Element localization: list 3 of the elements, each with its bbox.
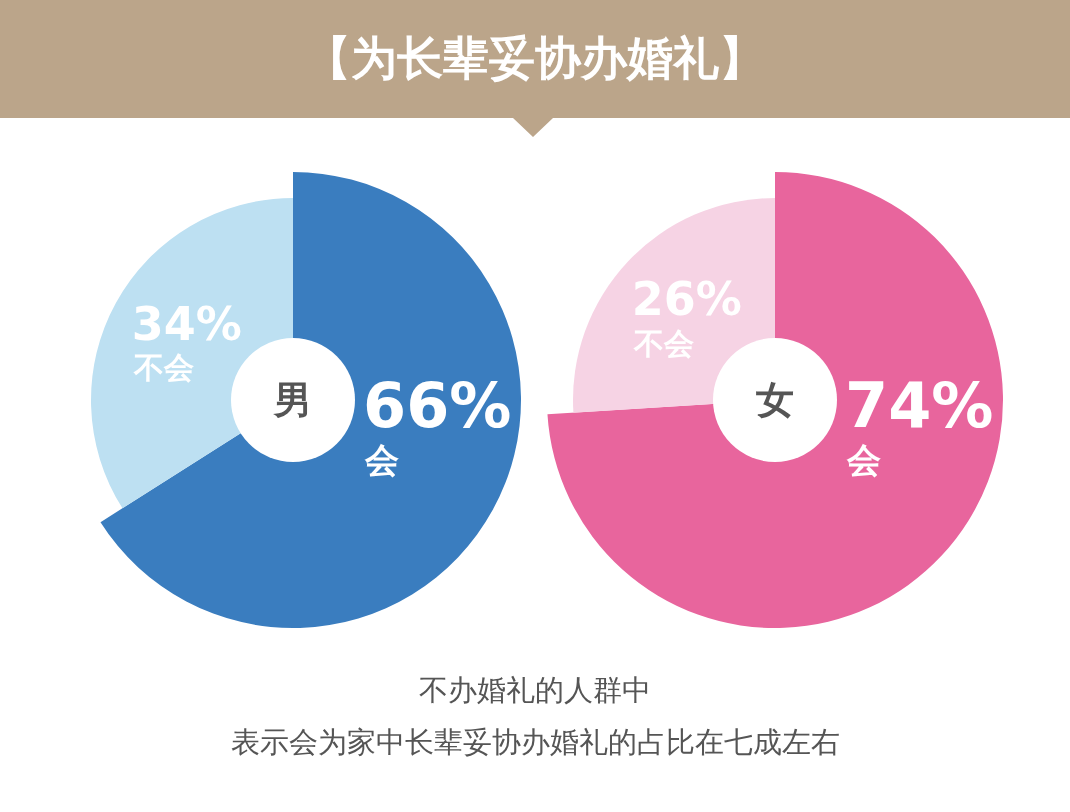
annotation: 表示会为家中长辈妥协办婚礼的占比在七成左右 bbox=[230, 725, 840, 759]
title: 【为长辈妥协办婚礼】 bbox=[305, 31, 765, 85]
annotation: 不办婚礼的人群中 bbox=[419, 673, 651, 707]
